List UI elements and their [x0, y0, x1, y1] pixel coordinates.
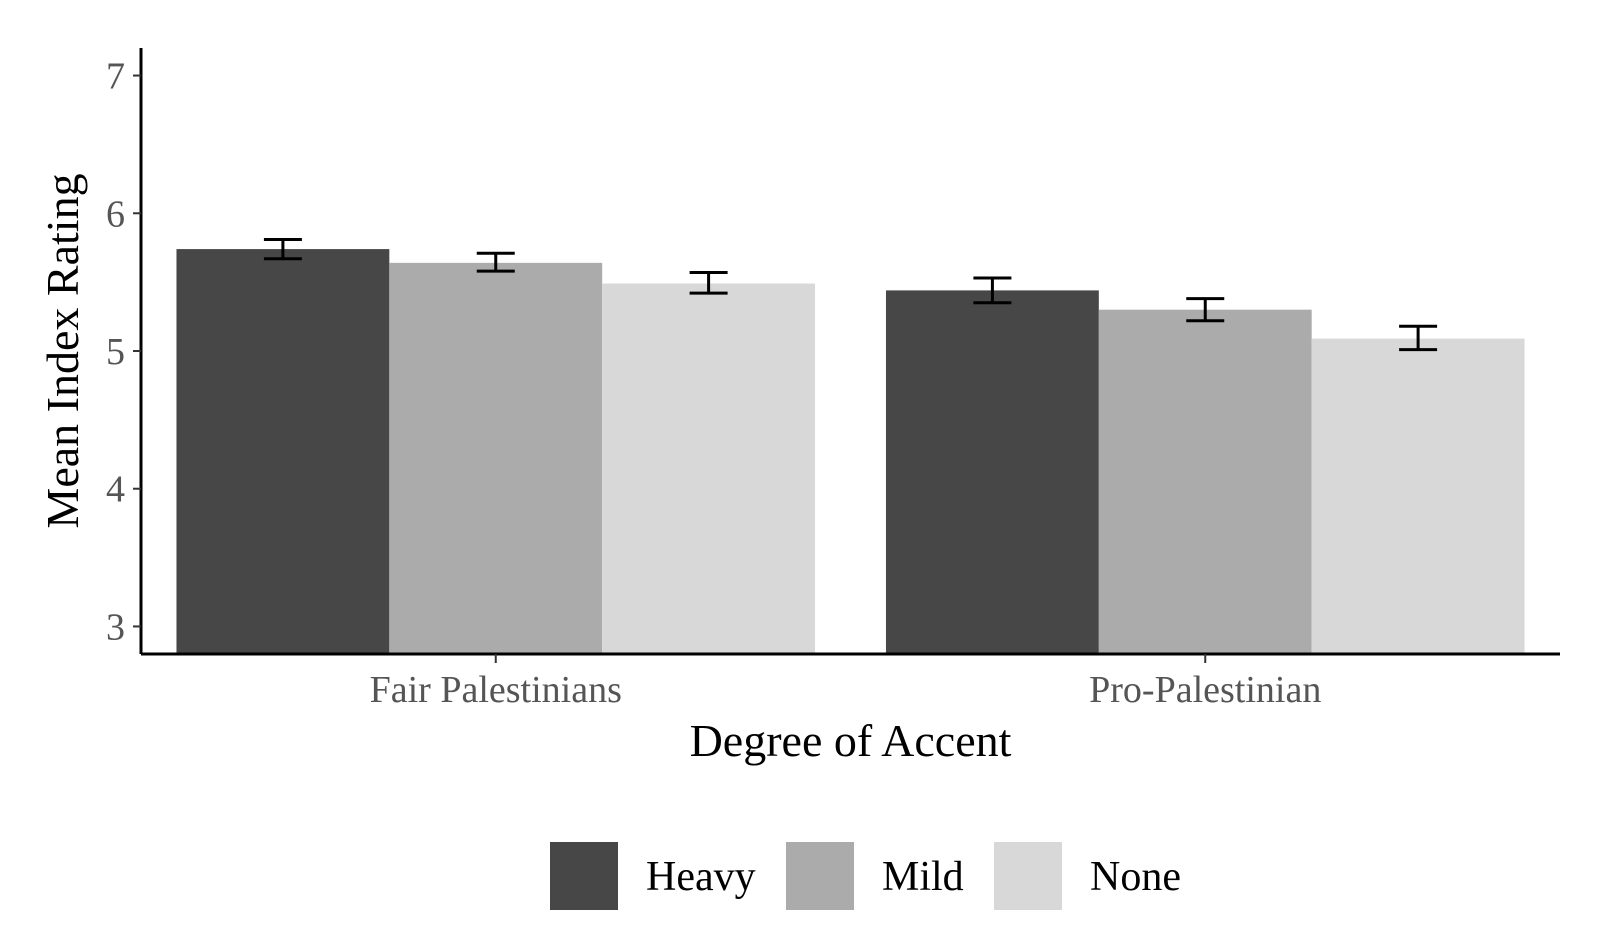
x-tick-label: Pro-Palestinian [1089, 669, 1321, 711]
legend-item-none: None [994, 842, 1181, 910]
error-bar-mild-1 [476, 251, 515, 273]
x-ticks-group: Fair Palestinians Pro-Palestinian [370, 654, 1321, 711]
error-bar-heavy-2 [973, 276, 1012, 305]
x-tick-label: Fair Palestinians [370, 669, 622, 711]
error-bar-heavy-1 [263, 237, 302, 261]
bar-none-1 [602, 283, 816, 654]
legend-label: Heavy [646, 854, 756, 900]
legend-item-heavy: Heavy [550, 842, 756, 910]
error-bar-none-2 [1399, 324, 1438, 352]
y-ticks-group: 3 4 5 6 7 [106, 56, 141, 648]
y-tick-label: 3 [106, 606, 125, 648]
bar-none-2 [1311, 338, 1525, 654]
legend-label: None [1090, 854, 1181, 900]
x-axis-title: Degree of Accent [690, 715, 1012, 766]
y-axis-title: Mean Index Rating [37, 173, 88, 528]
bar-heavy-2 [885, 290, 1099, 654]
bar-mild-2 [1098, 309, 1312, 654]
y-tick-label: 6 [106, 193, 125, 235]
y-tick-label: 5 [106, 331, 125, 373]
error-bar-none-1 [689, 270, 728, 295]
legend-swatch [550, 842, 618, 910]
bar-mild-1 [389, 262, 603, 654]
legend-label: Mild [882, 854, 964, 900]
bar-heavy-1 [176, 249, 390, 654]
legend-item-mild: Mild [786, 842, 964, 910]
y-tick-label: 7 [106, 56, 125, 98]
bars-group [176, 249, 1525, 654]
y-tick-label: 4 [106, 469, 125, 511]
legend-swatch [994, 842, 1062, 910]
error-bars-group [263, 237, 1438, 352]
error-bar-mild-2 [1186, 297, 1225, 323]
legend-swatch [786, 842, 854, 910]
legend: Heavy Mild None [550, 842, 1181, 910]
